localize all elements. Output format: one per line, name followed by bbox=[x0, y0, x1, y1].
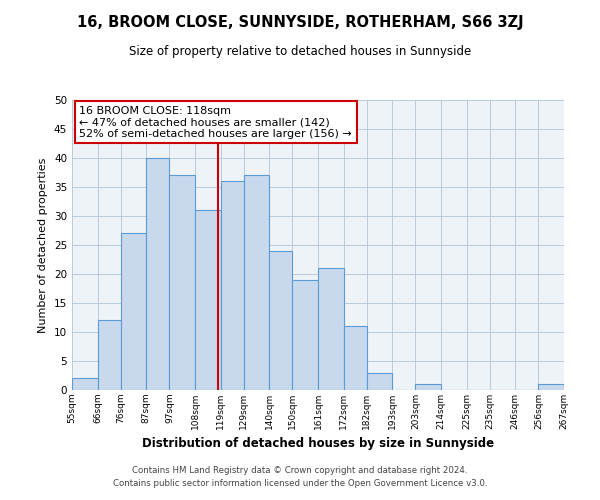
Bar bbox=[195, 210, 221, 390]
Bar bbox=[98, 320, 121, 390]
Bar bbox=[415, 384, 441, 390]
Text: Size of property relative to detached houses in Sunnyside: Size of property relative to detached ho… bbox=[129, 45, 471, 58]
X-axis label: Distribution of detached houses by size in Sunnyside: Distribution of detached houses by size … bbox=[142, 438, 494, 450]
Bar bbox=[244, 176, 269, 390]
Bar bbox=[169, 176, 195, 390]
Text: 16 BROOM CLOSE: 118sqm
← 47% of detached houses are smaller (142)
52% of semi-de: 16 BROOM CLOSE: 118sqm ← 47% of detached… bbox=[79, 106, 352, 139]
Bar bbox=[318, 268, 344, 390]
Bar bbox=[146, 158, 169, 390]
Bar bbox=[269, 251, 292, 390]
Text: Contains HM Land Registry data © Crown copyright and database right 2024.
Contai: Contains HM Land Registry data © Crown c… bbox=[113, 466, 487, 487]
Bar bbox=[344, 326, 367, 390]
Bar bbox=[367, 372, 392, 390]
Bar bbox=[72, 378, 98, 390]
Bar bbox=[538, 384, 564, 390]
Bar bbox=[221, 181, 244, 390]
Y-axis label: Number of detached properties: Number of detached properties bbox=[38, 158, 49, 332]
Text: 16, BROOM CLOSE, SUNNYSIDE, ROTHERHAM, S66 3ZJ: 16, BROOM CLOSE, SUNNYSIDE, ROTHERHAM, S… bbox=[77, 15, 523, 30]
Bar bbox=[121, 234, 146, 390]
Bar bbox=[292, 280, 318, 390]
